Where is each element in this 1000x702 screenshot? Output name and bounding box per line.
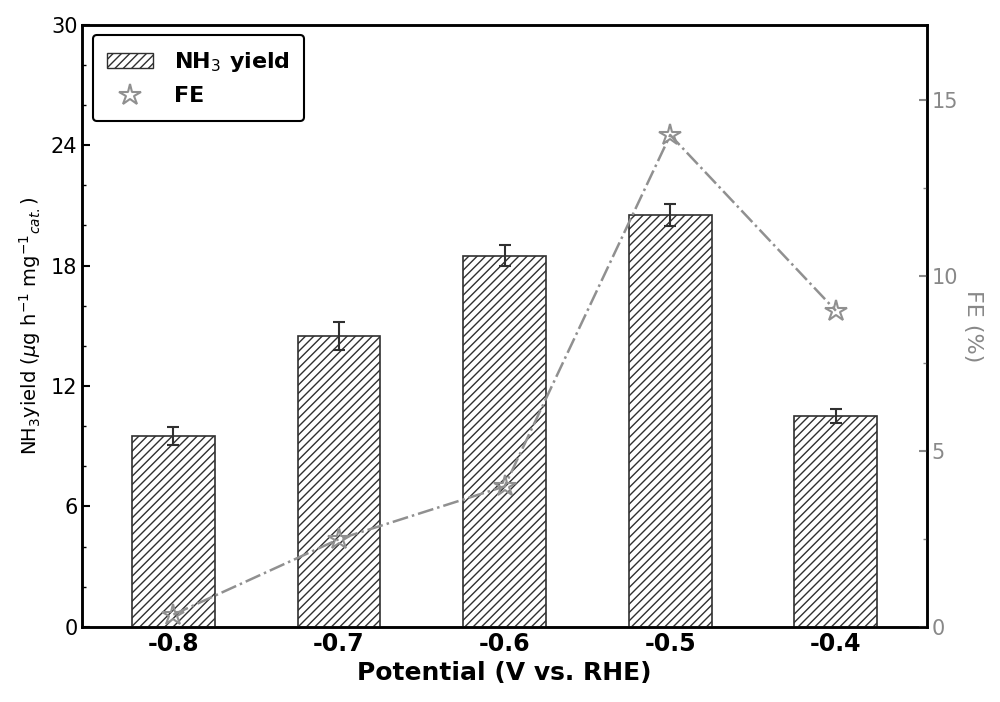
X-axis label: Potential (V vs. RHE): Potential (V vs. RHE) (357, 661, 652, 685)
Bar (629, 216, 712, 627)
Bar (132, 436, 215, 627)
Bar (794, 416, 877, 627)
Y-axis label: FE (%): FE (%) (963, 290, 983, 362)
Bar (298, 336, 380, 627)
Bar (463, 256, 546, 627)
Y-axis label: NH$_3$yield ($\mu$g h$^{-1}$ mg$^{-1}$$_{cat.}$): NH$_3$yield ($\mu$g h$^{-1}$ mg$^{-1}$$_… (17, 197, 43, 455)
Legend: NH$_3$ yield, FE: NH$_3$ yield, FE (93, 35, 304, 121)
